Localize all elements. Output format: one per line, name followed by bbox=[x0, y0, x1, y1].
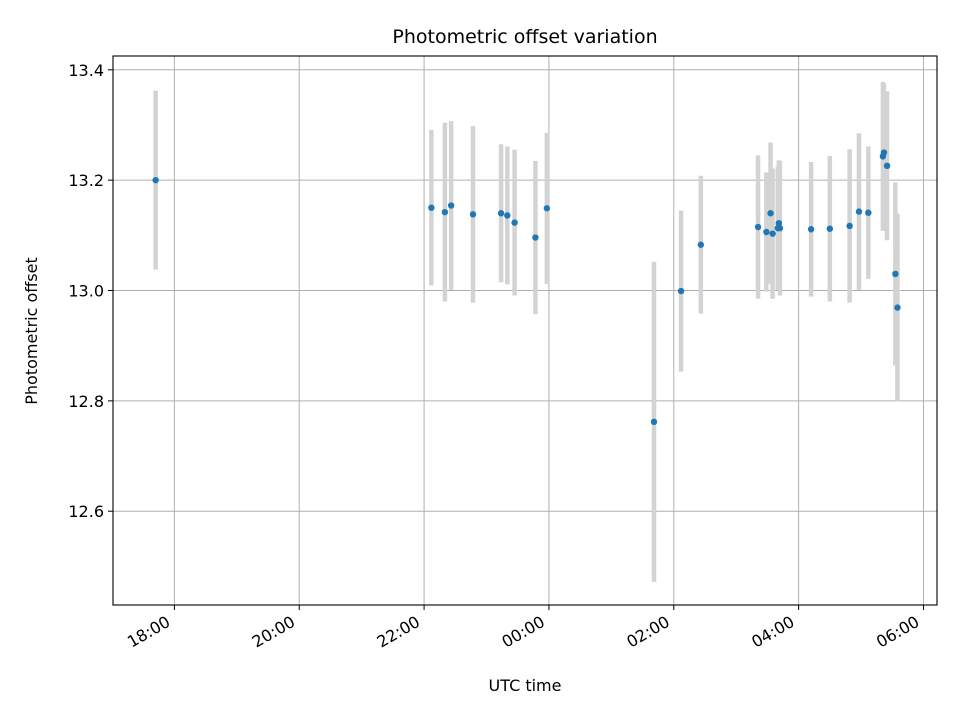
y-tick-label: 12.6 bbox=[68, 502, 104, 521]
data-point bbox=[763, 228, 770, 236]
grid bbox=[113, 56, 937, 605]
data-point bbox=[504, 212, 511, 219]
y-tick-label: 12.8 bbox=[68, 392, 104, 411]
data-point bbox=[152, 176, 159, 184]
data-point bbox=[697, 241, 705, 248]
y-tick-label: 13.4 bbox=[68, 61, 104, 80]
data-point bbox=[807, 226, 815, 233]
y-axis-label: Photometric offset bbox=[22, 257, 41, 405]
data-point bbox=[650, 418, 658, 426]
data-point bbox=[469, 211, 477, 218]
data-point bbox=[511, 219, 518, 226]
data-point bbox=[754, 223, 762, 231]
data-point bbox=[892, 270, 899, 278]
data-point bbox=[865, 209, 872, 216]
data-point bbox=[846, 222, 853, 230]
x-axis-label: UTC time bbox=[489, 676, 562, 695]
data-point bbox=[776, 224, 784, 232]
data-point bbox=[497, 210, 505, 217]
data-point bbox=[532, 234, 539, 241]
y-tick-label: 13.2 bbox=[68, 171, 104, 190]
data-point bbox=[883, 162, 891, 169]
data-point bbox=[428, 204, 435, 211]
data-point bbox=[855, 208, 863, 215]
chart-title: Photometric offset variation bbox=[392, 26, 657, 48]
data-point bbox=[775, 219, 783, 227]
data-point bbox=[880, 149, 888, 156]
data-point bbox=[767, 210, 774, 217]
data-point bbox=[677, 287, 685, 295]
y-axis-ticks: 12.6 12.8 13.0 13.2 13.4 bbox=[68, 61, 113, 521]
data-points bbox=[152, 149, 901, 426]
data-point bbox=[441, 208, 449, 216]
plot-frame bbox=[112, 55, 938, 606]
data-point bbox=[769, 230, 776, 237]
data-point bbox=[543, 205, 551, 212]
data-point bbox=[894, 304, 901, 311]
data-point bbox=[447, 202, 455, 209]
data-point bbox=[826, 225, 834, 232]
y-tick-label: 13.0 bbox=[68, 281, 104, 300]
